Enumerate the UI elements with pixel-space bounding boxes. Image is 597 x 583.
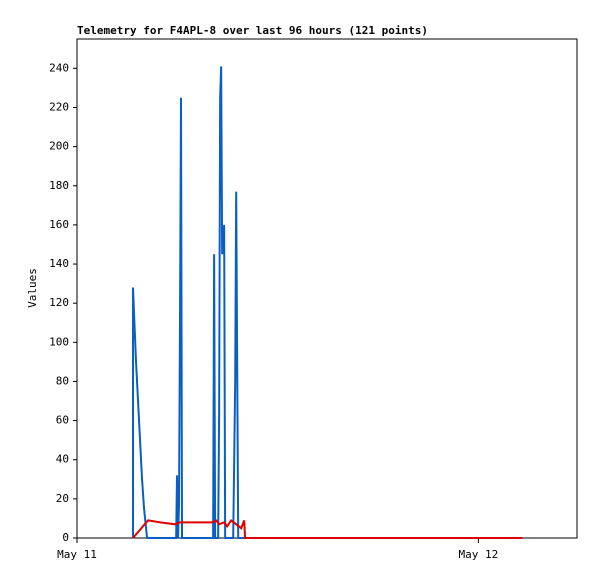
series-line [132, 518, 523, 539]
y-tick-label: 160 [49, 218, 69, 231]
plot-frame [76, 38, 578, 539]
y-tick-label: 200 [49, 140, 69, 153]
series-line [132, 66, 523, 539]
y-tick-label: 180 [49, 179, 69, 192]
chart-title: Telemetry for F4APL-8 over last 96 hours… [77, 24, 428, 37]
y-tick-label: 80 [56, 374, 69, 387]
y-tick-label: 0 [62, 531, 69, 544]
x-tick-label: May 12 [458, 548, 498, 561]
y-axis-label: Values [26, 268, 39, 308]
y-tick-label: 40 [56, 453, 69, 466]
y-tick-label: 60 [56, 414, 69, 427]
x-tick-label: May 11 [57, 548, 97, 561]
y-tick-label: 140 [49, 257, 69, 270]
y-tick-label: 240 [49, 61, 69, 74]
y-tick-label: 100 [49, 335, 69, 348]
y-tick-label: 20 [56, 492, 69, 505]
y-tick-label: 120 [49, 296, 69, 309]
y-tick-label: 220 [49, 100, 69, 113]
